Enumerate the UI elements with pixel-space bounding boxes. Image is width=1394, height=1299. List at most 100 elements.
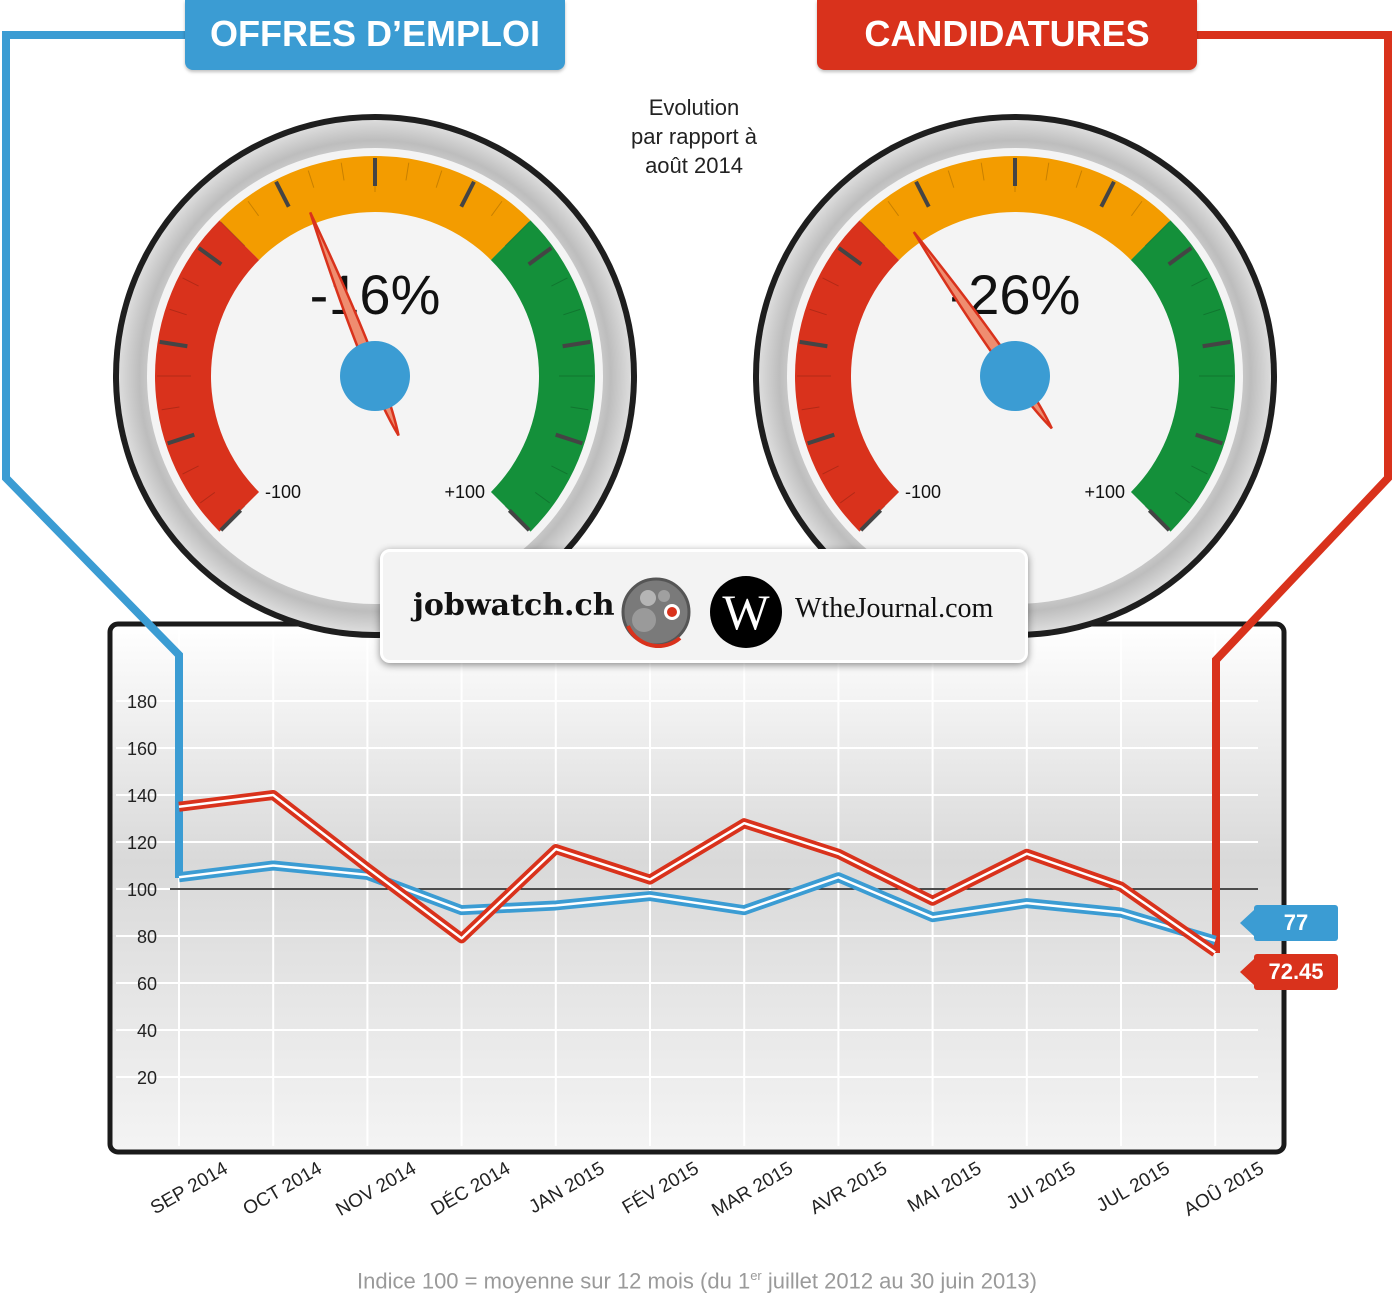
wthejournal-logo-icon: W [710, 576, 782, 648]
gauge-major-tick [1202, 339, 1231, 349]
gauge-max-label: +100 [1084, 482, 1125, 502]
gauge-min-label: -100 [905, 482, 941, 502]
x-tick-label: JUI 2015 [1003, 1158, 1079, 1214]
gauge-red-zone [794, 220, 900, 532]
evolution-line-1: Evolution [648, 95, 740, 120]
gauge-minor-tick [405, 162, 410, 181]
gauge-minor-tick [169, 308, 187, 316]
offres-connector-line [1, 31, 185, 878]
x-tick-label: DÉC 2014 [428, 1158, 515, 1220]
gauge-major-tick [1147, 508, 1171, 532]
gauge-minor-tick [860, 221, 886, 247]
x-tick-label: JAN 2015 [526, 1158, 609, 1218]
gauge-minor-tick [551, 465, 568, 475]
gauge-major-tick [507, 508, 531, 532]
gauge-green-zone [1130, 220, 1235, 532]
gauge-major-tick [274, 180, 291, 208]
gauge-candidatures: -100 +100-26% [753, 114, 1277, 638]
gauge-minor-tick [809, 308, 827, 316]
y-tick-label: 120 [127, 833, 157, 853]
x-tick-label: FÉV 2015 [619, 1158, 703, 1218]
gauge-minor-tick [1130, 200, 1143, 217]
gauge-red-zone [155, 220, 260, 532]
footnote-before: Indice 100 = moyenne sur 12 mois (du 1 [357, 1268, 751, 1294]
gauge-minor-tick [801, 406, 820, 411]
gauge-major-tick [1099, 180, 1116, 208]
wthejournal-logo-text: WtheJournal.com [795, 593, 994, 624]
gauge-major-tick [807, 432, 835, 446]
x-tick-label: AOÛ 2015 [1180, 1157, 1268, 1220]
gauge-minor-tick [504, 221, 530, 247]
gauge-hub [340, 341, 410, 411]
gauge-min-label: -100 [265, 482, 301, 502]
gauge-minor-tick [490, 200, 503, 217]
gauge-major-tick [562, 339, 591, 349]
gauge-minor-tick [947, 170, 955, 188]
gauge-major-tick [527, 246, 553, 266]
gauge-minor-tick [822, 465, 839, 475]
gauge-minor-tick [182, 277, 199, 287]
y-tick-label: 80 [137, 927, 157, 947]
gauge-minor-tick [1174, 491, 1191, 504]
gauge-major-tick [799, 339, 828, 349]
gauge-minor-tick [307, 170, 315, 188]
gauge-minor-tick [1075, 170, 1083, 188]
gauge-green-zone [490, 220, 595, 532]
offres-series-highlight [178, 864, 1216, 942]
y-tick-label: 60 [137, 974, 157, 994]
gauge-minor-tick [570, 406, 589, 411]
x-tick-label: SEP 2014 [147, 1158, 232, 1219]
jobwatch-logo-text: jobwatch.ch [413, 588, 615, 623]
y-tick-label: 40 [137, 1021, 157, 1041]
gauge-minor-tick [1210, 406, 1229, 411]
gauge-orange-zone [219, 156, 531, 260]
y-tick-label: 100 [127, 880, 157, 900]
x-tick-label: AVR 2015 [807, 1158, 891, 1219]
gauge-minor-tick [199, 491, 216, 504]
logo-box: jobwatch.ch W WtheJournal.com [380, 549, 1028, 663]
gauge-minor-tick [340, 162, 345, 181]
gauge-minor-tick [435, 170, 443, 188]
gauge-minor-tick [887, 200, 900, 217]
gauge-major-tick [1195, 432, 1223, 446]
gauge-minor-tick [161, 406, 180, 411]
evolution-line-3: août 2014 [645, 153, 743, 178]
gauge-major-tick [159, 339, 188, 349]
gauge-minor-tick [563, 308, 581, 316]
candidatures-series-highlight [178, 793, 1216, 954]
candidatures-connector-line [1196, 31, 1392, 953]
gauge-minor-tick [1045, 162, 1050, 181]
y-tick-label: 180 [127, 692, 157, 712]
offres-end-value: 77 [1254, 905, 1338, 941]
x-tick-label: MAR 2015 [708, 1158, 796, 1221]
candidatures-title-badge: CANDIDATURES [817, 0, 1197, 70]
x-tick-label: OCT 2014 [240, 1158, 326, 1220]
gauge-major-tick [1167, 246, 1193, 266]
gauge-major-tick [859, 508, 883, 532]
gauge-minor-tick [1203, 308, 1221, 316]
footnote-sup: er [750, 1268, 762, 1283]
x-tick-label: MAI 2015 [904, 1158, 985, 1217]
x-tick-label: JUL 2015 [1093, 1158, 1173, 1217]
gauge-minor-tick [551, 277, 568, 287]
gauge-minor-tick [247, 200, 260, 217]
footnote-after: juillet 2012 au 30 juin 2013) [761, 1268, 1037, 1294]
jobwatch-logo-icon [621, 577, 691, 648]
gauge-major-tick [219, 508, 243, 532]
gauge-minor-tick [534, 491, 551, 504]
offres-title-badge: OFFRES D’EMPLOI [185, 0, 565, 70]
y-tick-label: 20 [137, 1068, 157, 1088]
gauge-orange-zone [859, 155, 1171, 260]
candidatures-end-value: 72.45 [1254, 954, 1338, 990]
gauge-minor-tick [1144, 221, 1170, 247]
gauge-minor-tick [220, 221, 246, 247]
y-tick-label: 160 [127, 739, 157, 759]
gauge-major-tick [459, 180, 476, 208]
gauge-minor-tick [182, 465, 199, 475]
gauge-major-tick [914, 180, 931, 208]
gauge-major-tick [167, 432, 195, 446]
gauge-max-label: +100 [444, 482, 485, 502]
evolution-line-2: par rapport à [631, 124, 757, 149]
